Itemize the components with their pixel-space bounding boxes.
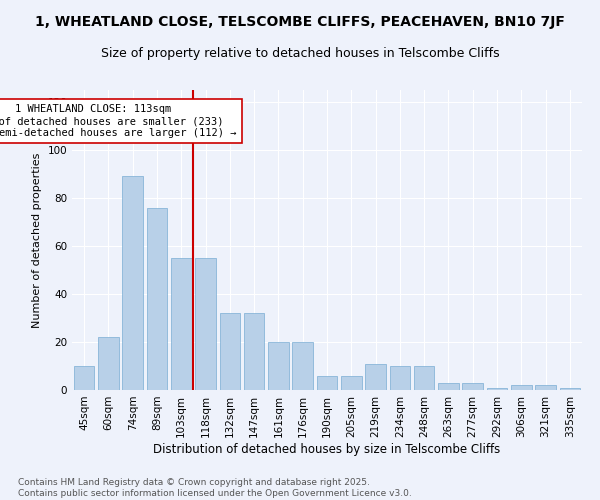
Bar — [535, 385, 556, 390]
X-axis label: Distribution of detached houses by size in Telscombe Cliffs: Distribution of detached houses by size … — [154, 442, 500, 456]
Bar — [487, 388, 508, 390]
Bar — [244, 313, 265, 390]
Bar — [511, 385, 532, 390]
Bar — [341, 376, 362, 390]
Bar — [438, 383, 459, 390]
Bar — [292, 342, 313, 390]
Bar — [268, 342, 289, 390]
Bar — [122, 176, 143, 390]
Bar — [74, 366, 94, 390]
Y-axis label: Number of detached properties: Number of detached properties — [32, 152, 42, 328]
Bar — [560, 388, 580, 390]
Text: Size of property relative to detached houses in Telscombe Cliffs: Size of property relative to detached ho… — [101, 48, 499, 60]
Text: 1, WHEATLAND CLOSE, TELSCOMBE CLIFFS, PEACEHAVEN, BN10 7JF: 1, WHEATLAND CLOSE, TELSCOMBE CLIFFS, PE… — [35, 15, 565, 29]
Bar — [414, 366, 434, 390]
Bar — [365, 364, 386, 390]
Text: Contains HM Land Registry data © Crown copyright and database right 2025.
Contai: Contains HM Land Registry data © Crown c… — [18, 478, 412, 498]
Bar — [220, 313, 240, 390]
Bar — [463, 383, 483, 390]
Bar — [195, 258, 216, 390]
Bar — [171, 258, 191, 390]
Text: 1 WHEATLAND CLOSE: 113sqm
← 67% of detached houses are smaller (233)
32% of semi: 1 WHEATLAND CLOSE: 113sqm ← 67% of detac… — [0, 104, 236, 138]
Bar — [146, 208, 167, 390]
Bar — [389, 366, 410, 390]
Bar — [317, 376, 337, 390]
Bar — [98, 337, 119, 390]
